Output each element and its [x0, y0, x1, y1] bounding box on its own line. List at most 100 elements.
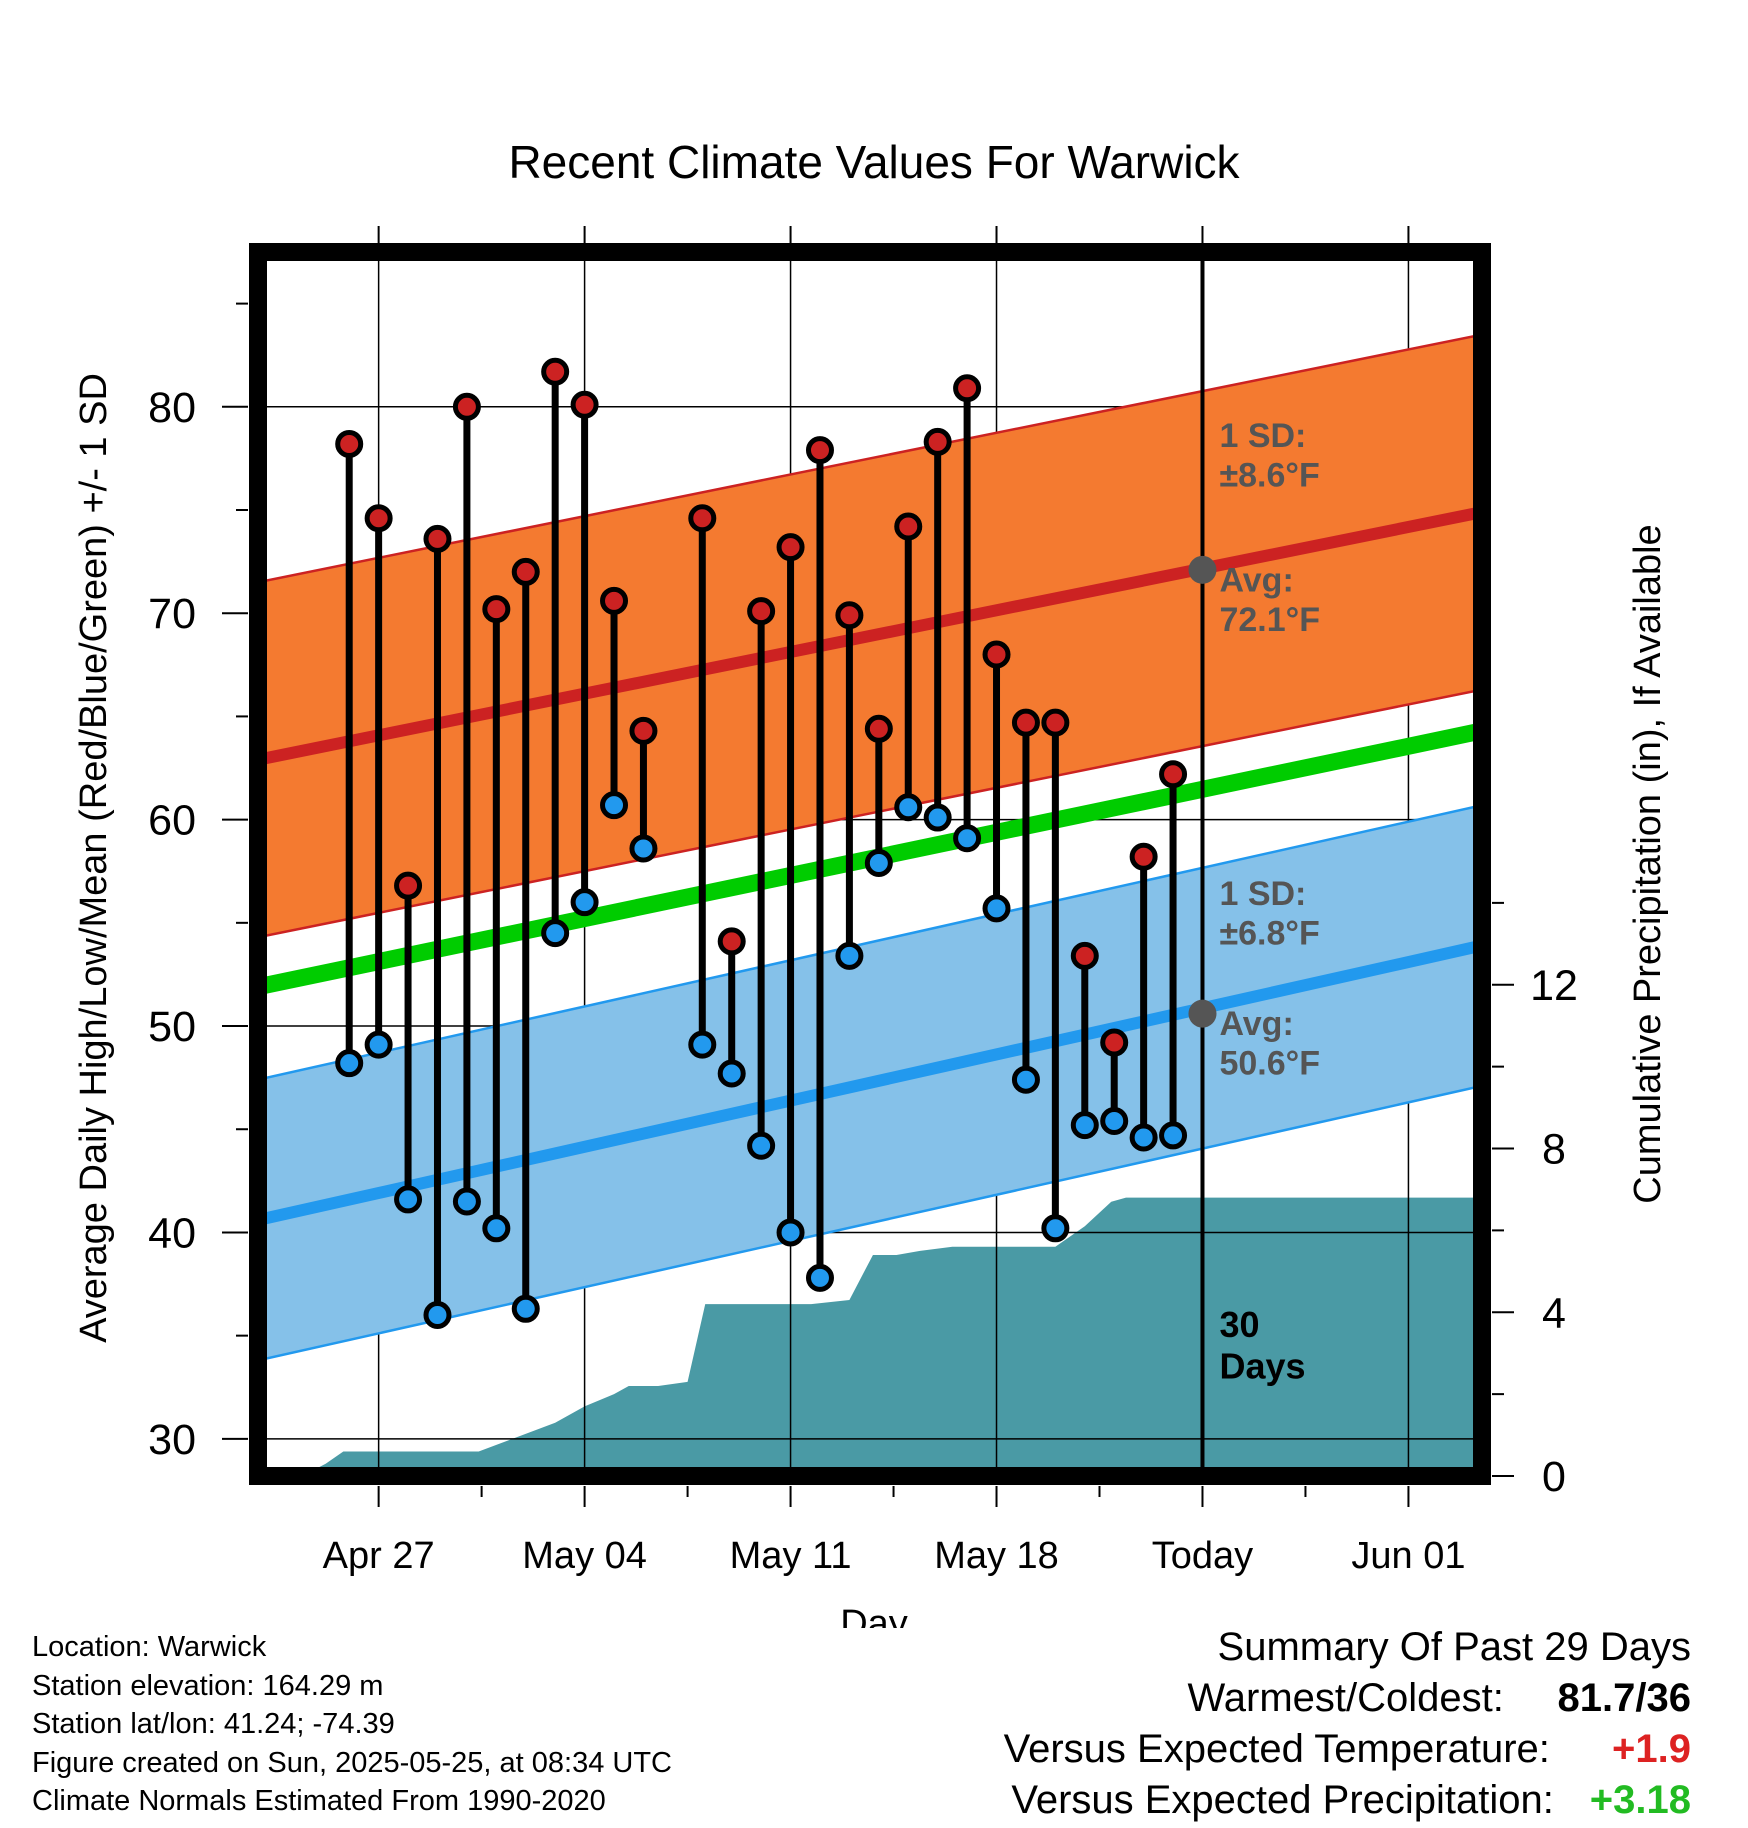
high-sd-annotation: 1 SD: ±8.6°F: [1219, 417, 1319, 494]
x-tick-label: Jun 01: [1351, 1535, 1465, 1577]
high-point: [894, 512, 923, 541]
low-point: [482, 1214, 511, 1243]
high-point: [864, 714, 893, 743]
high-point: [982, 640, 1011, 669]
high-point: [805, 436, 834, 465]
low-point: [953, 824, 982, 853]
temp-label: Versus Expected Temperature:: [1003, 1727, 1550, 1771]
low-point: [511, 1294, 540, 1323]
warm-cold-label: Warmest/Coldest:: [1187, 1676, 1504, 1720]
low-point: [1129, 1123, 1158, 1152]
low-point: [570, 888, 599, 917]
chart-title: Recent Climate Values For Warwick: [508, 136, 1240, 188]
low-point: [835, 941, 864, 970]
low-point: [923, 803, 952, 832]
y2-axis-label: Cumulative Precipitation (in), If Availa…: [1627, 524, 1669, 1203]
precip-area: [302, 1197, 1482, 1476]
high-point: [423, 524, 452, 553]
high-point: [394, 871, 423, 900]
y-axis-label: Average Daily High/Low/Mean (Red/Blue/Gr…: [73, 373, 115, 1343]
y-tick-label: 70: [148, 590, 196, 638]
y-tick-label: 60: [148, 797, 196, 845]
station-info: Location: Warwick Station elevation: 164…: [32, 1628, 672, 1821]
low-sd-annotation: 1 SD: ±6.8°F: [1219, 875, 1319, 952]
high-point: [452, 392, 481, 421]
high-point: [600, 586, 629, 615]
low-point: [541, 919, 570, 948]
temp-anomaly-value: +1.9: [1612, 1727, 1691, 1771]
x-tick-label: May 04: [522, 1535, 647, 1577]
low-point: [894, 793, 923, 822]
high-point: [1041, 708, 1070, 737]
high-point: [953, 374, 982, 403]
y2-tick-label: 4: [1542, 1289, 1566, 1337]
low-band-lower: [258, 1084, 1482, 1362]
latlon-text: Station lat/lon: 41.24; -74.39: [32, 1708, 395, 1740]
location-text: Location: Warwick: [32, 1631, 267, 1663]
summary-title: Summary Of Past 29 Days: [1217, 1625, 1691, 1669]
plot-frame: [249, 243, 1491, 1485]
high-band-upper: [258, 333, 1482, 584]
x-tick-label: May 11: [730, 1535, 852, 1577]
x-tick-label: Apr 27: [323, 1535, 435, 1577]
warm-cold-value: 81.7/36: [1557, 1676, 1691, 1720]
y2-tick-label: 8: [1542, 1126, 1566, 1174]
high-point: [1159, 760, 1188, 789]
elevation-text: Station elevation: 164.29 m: [32, 1669, 384, 1702]
overlay: 1 SD: ±8.6°F Avg: 72.1°F 1 SD: ±6.8°F Avg: 50.6…: [335, 252, 1320, 1476]
high-point: [1129, 842, 1158, 871]
temp-row: Versus Expected Temperature: +1.9: [1004, 1724, 1691, 1775]
low-point: [629, 834, 658, 863]
low-point: [776, 1218, 805, 1247]
x-axis-label: Day: [840, 1603, 908, 1628]
low-point: [1041, 1214, 1070, 1243]
high-point: [688, 504, 717, 533]
high-point: [511, 557, 540, 586]
normals-text: Climate Normals Estimated From 1990-2020: [32, 1785, 606, 1817]
low-point: [1011, 1065, 1040, 1094]
x-tick-label: Today: [1152, 1535, 1253, 1577]
precip-row: Versus Expected Precipitation: +3.18: [1004, 1775, 1691, 1826]
summary-panel: Summary Of Past 29 Days Warmest/Coldest:…: [1004, 1622, 1691, 1826]
high-avg-annotation: Avg: 72.1°F: [1219, 561, 1320, 638]
low-point: [982, 894, 1011, 923]
high-point: [1011, 708, 1040, 737]
low-point: [394, 1185, 423, 1214]
high-point: [1070, 941, 1099, 970]
axes: 30 40 50 60 70 80 0 4 8 12 Apr 27 May 04 May 11 May 1…: [148, 226, 1578, 1577]
high-point: [717, 927, 746, 956]
low-point: [717, 1059, 746, 1088]
precip-anomaly-value: +3.18: [1589, 1778, 1691, 1822]
low-band-upper: [258, 803, 1482, 1081]
low-point: [423, 1301, 452, 1330]
high-point: [747, 597, 776, 626]
low-point: [452, 1187, 481, 1216]
low-avg-annotation: Avg: 50.6°F: [1219, 1005, 1320, 1082]
low-point: [600, 791, 629, 820]
high-point: [541, 357, 570, 386]
created-text: Figure created on Sun, 2025-05-25, at 08…: [32, 1746, 672, 1779]
high-point: [923, 427, 952, 456]
x-tick-label: May 18: [934, 1535, 1059, 1577]
low-band-avg: [258, 939, 1482, 1226]
low-point: [747, 1131, 776, 1160]
today-low-avg-marker: [1188, 999, 1217, 1028]
high-point: [629, 716, 658, 745]
low-point: [1159, 1121, 1188, 1150]
y-tick-label: 50: [148, 1003, 196, 1051]
warm-cold-row: Warmest/Coldest: 81.7/36: [1004, 1673, 1692, 1724]
days-label: 30 Days: [1219, 1304, 1305, 1387]
low-point: [364, 1030, 393, 1059]
climate-chart: Recent Climate Values For Warwick 1 SD: ±…: [73, 136, 1669, 1628]
y-tick-label: 80: [148, 384, 196, 432]
high-point: [835, 601, 864, 630]
y2-tick-label: 0: [1542, 1453, 1566, 1501]
high-point: [482, 595, 511, 624]
low-point: [864, 848, 893, 877]
high-point: [570, 390, 599, 419]
high-band-avg: [258, 506, 1482, 766]
y-tick-label: 40: [148, 1209, 196, 1257]
low-point: [688, 1030, 717, 1059]
y2-tick-label: 12: [1530, 962, 1578, 1010]
today-high-avg-marker: [1188, 555, 1217, 584]
